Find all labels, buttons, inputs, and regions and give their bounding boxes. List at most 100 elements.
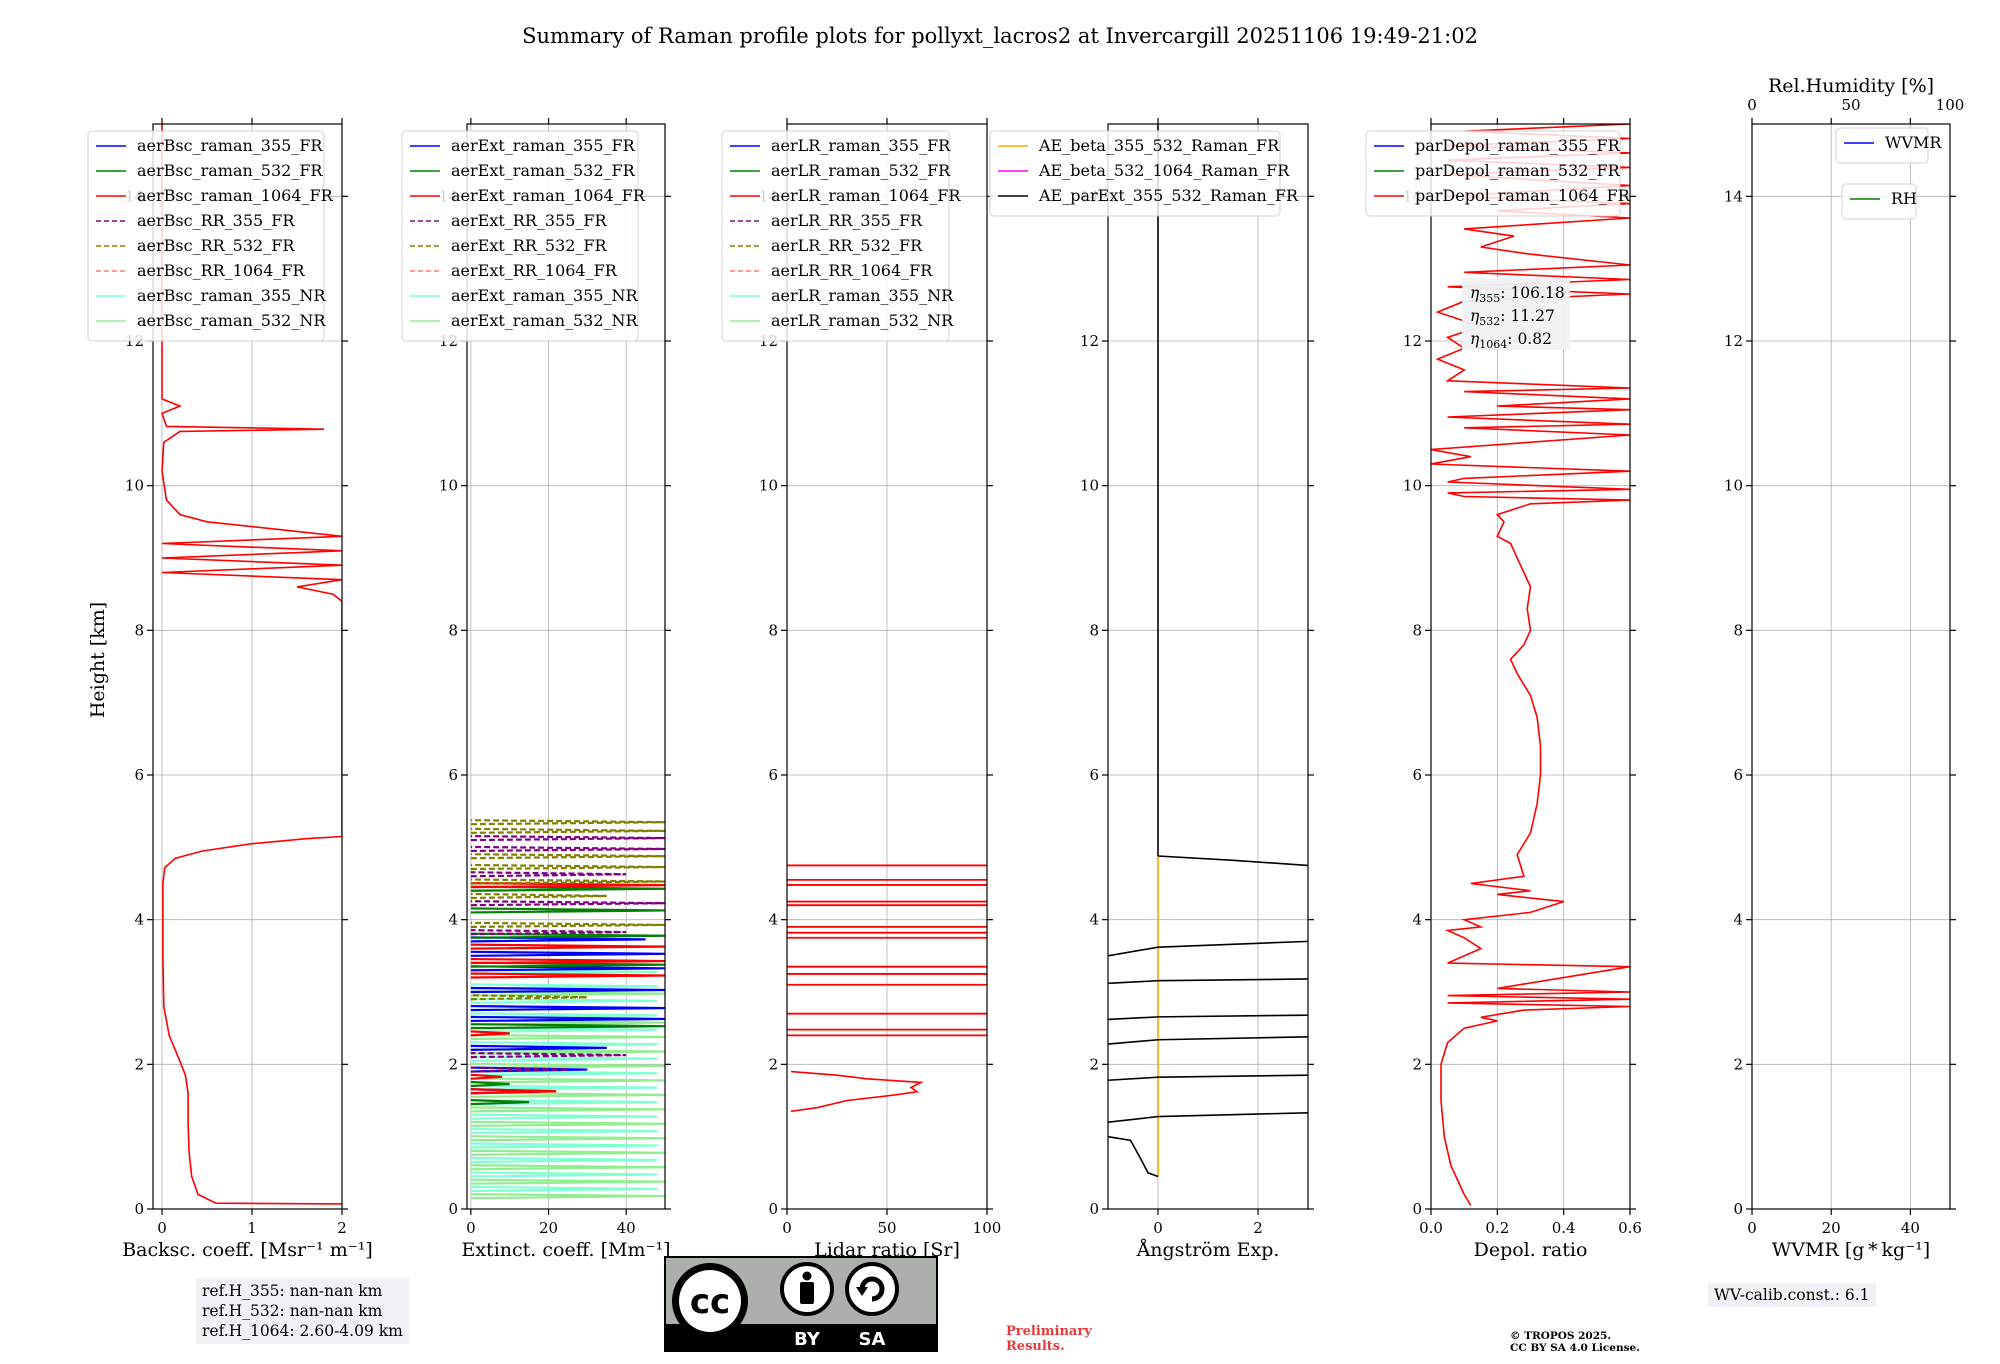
- wv-x-axis: 0 20 40: [1747, 118, 1920, 1237]
- preliminary-line-1: Preliminary: [1006, 1324, 1092, 1339]
- lr-ytick-label: 4: [768, 911, 778, 929]
- rh-legend: RH: [1841, 183, 1917, 220]
- ext-aerext-raman-355-nr-spike: [470, 1113, 658, 1120]
- sa-icon-arrow: [856, 1287, 868, 1296]
- copyright-line-1: © TROPOS 2025.: [1510, 1330, 1612, 1342]
- ae-ytick-label: 8: [1089, 621, 1099, 639]
- ext-aerext-raman-532-nr-spike: [470, 1062, 665, 1070]
- depol-series-group: [1431, 124, 1630, 1206]
- ext-legend-entry: aerExt_RR_355_FR: [451, 211, 608, 230]
- ae-ytick-label: 0: [1089, 1200, 1099, 1218]
- ext-aerext-raman-532-nr-spike: [470, 1135, 665, 1142]
- ext-ytick-label: 0: [448, 1200, 458, 1218]
- wv-grid: [1751, 124, 1950, 1210]
- ext-legend-entry: aerExt_raman_355_FR: [451, 136, 636, 155]
- wv-legend: WVMR: [1835, 127, 1942, 164]
- depol-frame: [1430, 123, 1631, 1210]
- wv-x2tick-label: 0: [1747, 96, 1757, 114]
- ext-aerext-raman-355-nr-spike: [470, 1055, 658, 1062]
- ext-aerext-raman-532-fr-spike: [470, 907, 665, 914]
- ae-legend-entry: AE_beta_355_532_Raman_FR: [1038, 136, 1280, 155]
- ext-aerext-raman-532-nr-spike: [470, 1164, 665, 1171]
- bsc-ytick-label: 4: [134, 911, 144, 929]
- ext-legend-box: [401, 130, 639, 342]
- ext-frame: [466, 123, 666, 1210]
- copyright-note: © TROPOS 2025. CC BY SA 4.0 License.: [1510, 1330, 1640, 1354]
- bsc-series-group: [160, 124, 342, 1205]
- bsc-legend-entry: aerBsc_raman_1064_FR: [137, 186, 334, 205]
- bsc-ytick-label: 0: [134, 1200, 144, 1218]
- ext-ytick-label: 2: [448, 1055, 458, 1073]
- ext-aerext-raman-355-nr-spike: [470, 1142, 658, 1149]
- bsc-legend-entry: aerBsc_RR_532_FR: [137, 236, 295, 255]
- ext-xtick-label: 0: [466, 1219, 476, 1237]
- lr-ytick-label: 0: [768, 1200, 778, 1218]
- lr-legend-box: [721, 130, 950, 342]
- ext-aerext-raman-532-nr-spike: [470, 1033, 665, 1041]
- ae-ytick-label: 4: [1089, 911, 1099, 929]
- ext-aerext-raman-1064-fr-spike: [470, 1030, 510, 1037]
- lr-x-label: Lidar ratio [Sr]: [814, 1239, 960, 1261]
- bsc-ytick-label: 2: [134, 1055, 144, 1073]
- cc-circle-inner: [679, 1270, 741, 1332]
- by-icon-head: [802, 1271, 812, 1281]
- bsc-legend-entry: aerBsc_raman_532_NR: [137, 311, 326, 330]
- ext-ytick-label: 8: [448, 621, 458, 639]
- panel-lr: 05010002468101214Lidar ratio [Sr]aerLR_r…: [721, 118, 1001, 1261]
- ext-aerext-rr-532-fr-spike: [470, 827, 665, 834]
- ext-x-label: Extinct. coeff. [Mm⁻¹]: [461, 1239, 670, 1261]
- wv-ytick-label: 2: [1733, 1055, 1743, 1073]
- figure-title: Summary of Raman profile plots for polly…: [522, 24, 1478, 48]
- ae-xtick-label: 2: [1253, 1219, 1263, 1237]
- sa-icon-arc: [859, 1276, 885, 1302]
- bsc-ytick-label: 6: [134, 766, 144, 784]
- ext-aerext-raman-1064-fr-spike: [470, 972, 665, 979]
- depol-legend: parDepol_raman_355_FR parDepol_raman_532_…: [1365, 130, 1631, 217]
- lr-legend-entry: aerLR_RR_532_FR: [771, 236, 923, 255]
- ext-aerext-raman-532-fr-spike: [470, 932, 665, 939]
- ext-legend-entry: aerExt_RR_532_FR: [451, 236, 608, 255]
- rh-legend-entry: RH: [1891, 189, 1917, 208]
- lr-aerlr-raman-1064-fr-line: [790, 1070, 924, 1113]
- depol-ytick-label: 2: [1412, 1055, 1422, 1073]
- panel-depol: 0.00.20.40.602468101214Depol. ratioparDe…: [1365, 118, 1642, 1261]
- ext-legend-entry: aerExt_raman_1064_FR: [451, 186, 646, 205]
- depol-xtick-label: 0.0: [1419, 1219, 1443, 1237]
- by-icon-body: [800, 1282, 814, 1304]
- depol-xtick-label: 0.2: [1485, 1219, 1509, 1237]
- ae-legend: AE_beta_355_532_Raman_FR AE_beta_532_1064…: [989, 130, 1299, 217]
- bsc-legend-box: [87, 130, 325, 342]
- depol-ytick-label: 6: [1412, 766, 1422, 784]
- ext-aerext-rr-355-fr-spike: [470, 900, 665, 907]
- ext-aerext-rr-355-fr-spike: [470, 1052, 627, 1059]
- ae-ae-parext-355-532-raman-fr-curve: [1108, 1014, 1308, 1021]
- wv-xtick-label: 0: [1747, 1219, 1757, 1237]
- ext-aerext-raman-532-nr-spike: [470, 1120, 665, 1127]
- ext-aerext-rr-355-fr-spike: [470, 845, 665, 853]
- lr-legend-entry: aerLR_raman_532_NR: [771, 311, 954, 330]
- wv-legend-box: [1835, 127, 1929, 164]
- ae-ytick-label: 6: [1089, 766, 1099, 784]
- wv-calib-box: WV-calib.const.: 6.1: [1708, 1283, 1876, 1307]
- lr-xtick-label: 0: [782, 1219, 792, 1237]
- lr-legend: aerLR_raman_355_FR aerLR_raman_532_FR aerL…: [721, 130, 961, 342]
- bsc-xtick-label: 2: [337, 1219, 347, 1237]
- depol-legend-entry: parDepol_raman_532_FR: [1415, 161, 1621, 180]
- ext-aerext-rr-532-fr-spike: [470, 878, 665, 885]
- wv-xtick-label: 40: [1901, 1219, 1920, 1237]
- eta-box: [1462, 278, 1570, 350]
- lr-series-group: [787, 864, 987, 1113]
- depol-legend-entry: parDepol_raman_355_FR: [1415, 136, 1621, 155]
- eta-532: η532: 11.27: [1470, 307, 1555, 328]
- ext-legend: aerExt_raman_355_FR aerExt_raman_532_FRae…: [401, 130, 646, 342]
- ext-aerext-raman-532-nr-spike: [470, 1091, 665, 1098]
- ae-ae-parext-355-532-raman-fr-curve: [1108, 978, 1308, 985]
- ext-xtick-label: 20: [539, 1219, 558, 1237]
- ext-aerext-raman-532-nr-spike: [470, 1178, 665, 1185]
- ext-aerext-raman-532-nr-spike: [470, 1106, 665, 1113]
- ext-ytick-label: 6: [448, 766, 458, 784]
- ext-legend-entry: aerExt_raman_532_FR: [451, 161, 636, 180]
- ext-legend-entry: aerExt_RR_1064_FR: [451, 261, 618, 280]
- depol-xtick-label: 0.4: [1552, 1219, 1576, 1237]
